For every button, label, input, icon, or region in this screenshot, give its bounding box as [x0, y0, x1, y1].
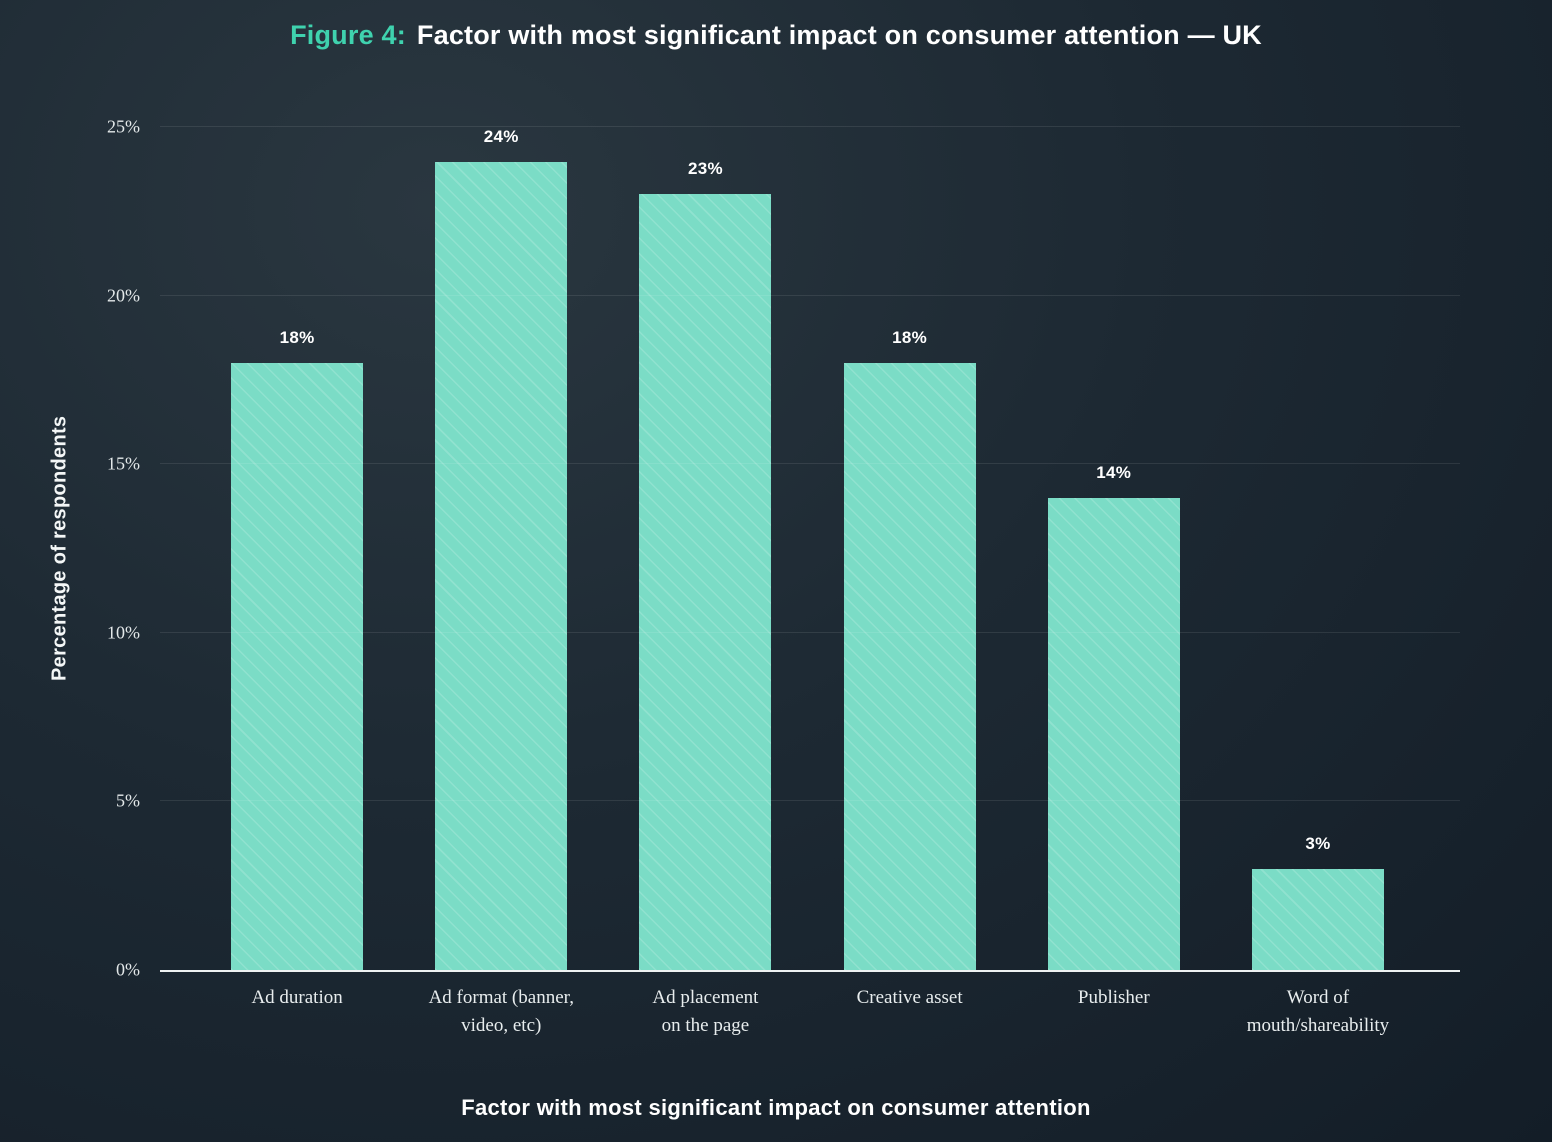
bar-column-2: 24%: [399, 127, 603, 970]
bar-5: [1047, 497, 1180, 970]
x-tick-label-line: Word of: [1286, 987, 1350, 1008]
chart-title-prefix: Figure 4:: [290, 20, 406, 50]
x-tick-label-line: Ad format (banner,: [428, 987, 574, 1008]
bar-value-label-1: 18%: [279, 328, 315, 348]
x-tick-label-3: Ad placement on the page: [603, 984, 807, 1039]
bar-column-4: 18%: [808, 127, 1012, 970]
x-tick-label-line: Ad placement: [652, 987, 759, 1008]
x-tick-label-4: Creative asset: [808, 984, 1012, 1039]
gridline-25%: [160, 126, 1460, 127]
y-tick-label-10%: 10%: [107, 622, 140, 643]
y-tick-label-25%: 25%: [107, 116, 140, 137]
gridline-20%: [160, 294, 1460, 296]
bar-value-label-5: 14%: [1096, 462, 1132, 482]
x-tick-labels: Ad duration Ad format (banner, video, etc)…: [195, 984, 1420, 1039]
bar-column-5: 14%: [1012, 127, 1216, 970]
y-axis-title: Percentage of respondents: [48, 415, 71, 682]
x-tick-label-6: Word of mouth/shareability: [1216, 984, 1420, 1039]
plot-area: 18% 24% 23% 18% 14% 3% 0% 5% 10% 15% 20% 25%: [107, 117, 1460, 980]
x-tick-label-5: Publisher: [1012, 984, 1216, 1039]
bar-1: [231, 363, 364, 970]
bar-column-3: 23%: [603, 127, 807, 970]
gridline-5%: [160, 800, 1460, 802]
bar-4: [843, 363, 976, 970]
chart-title-main: Factor with most significant impact on c…: [416, 20, 1262, 50]
x-tick-label-2: Ad format (banner, video, etc): [399, 984, 603, 1039]
bar-value-label-6: 3%: [1305, 833, 1331, 853]
bar-column-6: 3%: [1216, 127, 1420, 970]
bar-6: [1251, 868, 1384, 970]
bar-value-label-4: 18%: [892, 328, 928, 348]
bars-container: 18% 24% 23% 18% 14% 3%: [195, 127, 1420, 970]
bar-3: [639, 194, 772, 970]
y-tick-label-5%: 5%: [116, 790, 140, 811]
x-tick-label-line: Ad duration: [251, 987, 343, 1008]
bar-2: [435, 162, 568, 970]
x-tick-label-1: Ad duration: [195, 984, 399, 1039]
gridline-15%: [160, 463, 1460, 465]
x-tick-label-line: on the page: [661, 1014, 750, 1036]
x-tick-label-line: Publisher: [1077, 987, 1150, 1008]
bar-value-label-2: 24%: [483, 127, 519, 146]
x-tick-label-line: mouth/shareability: [1246, 1014, 1390, 1036]
x-tick-label-line: video, etc): [461, 1014, 542, 1036]
x-tick-label-line: Creative asset: [856, 987, 963, 1008]
y-tick-label-0%: 0%: [116, 959, 140, 980]
x-axis-title: Factor with most significant impact on c…: [461, 1095, 1091, 1120]
y-tick-label-20%: 20%: [107, 285, 140, 306]
bar-column-1: 18%: [195, 127, 399, 970]
chart-title: Figure 4: Factor with most significant im…: [0, 20, 1552, 51]
gridline-10%: [160, 631, 1460, 633]
bar-value-label-3: 23%: [687, 159, 723, 179]
y-tick-label-15%: 15%: [107, 453, 140, 474]
